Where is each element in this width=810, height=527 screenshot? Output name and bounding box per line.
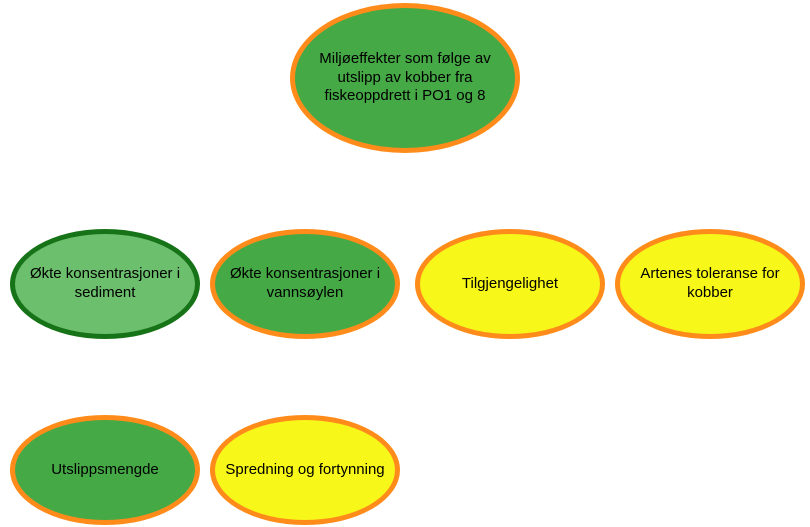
- node-sediment-label: Økte konsentrasjoner i sediment: [15, 265, 195, 303]
- node-root-label: Miljøeffekter som følge av utslipp av ko…: [295, 50, 515, 106]
- node-toleranse: Artenes toleranse for kobber: [615, 229, 805, 339]
- node-vannsoylen: Økte konsentrasjoner i vannsøylen: [210, 229, 400, 339]
- node-tilgjengelighet-label: Tilgjengelighet: [452, 275, 568, 294]
- diagram-canvas: Miljøeffekter som følge av utslipp av ko…: [0, 0, 810, 527]
- node-sediment: Økte konsentrasjoner i sediment: [10, 229, 200, 339]
- node-root: Miljøeffekter som følge av utslipp av ko…: [290, 3, 520, 153]
- node-utslippsmengde: Utslippsmengde: [10, 415, 200, 525]
- node-utslippsmengde-label: Utslippsmengde: [41, 461, 169, 480]
- node-spredning-label: Spredning og fortynning: [215, 461, 394, 480]
- node-spredning: Spredning og fortynning: [210, 415, 400, 525]
- node-toleranse-label: Artenes toleranse for kobber: [620, 265, 800, 303]
- node-tilgjengelighet: Tilgjengelighet: [415, 229, 605, 339]
- node-vannsoylen-label: Økte konsentrasjoner i vannsøylen: [215, 265, 395, 303]
